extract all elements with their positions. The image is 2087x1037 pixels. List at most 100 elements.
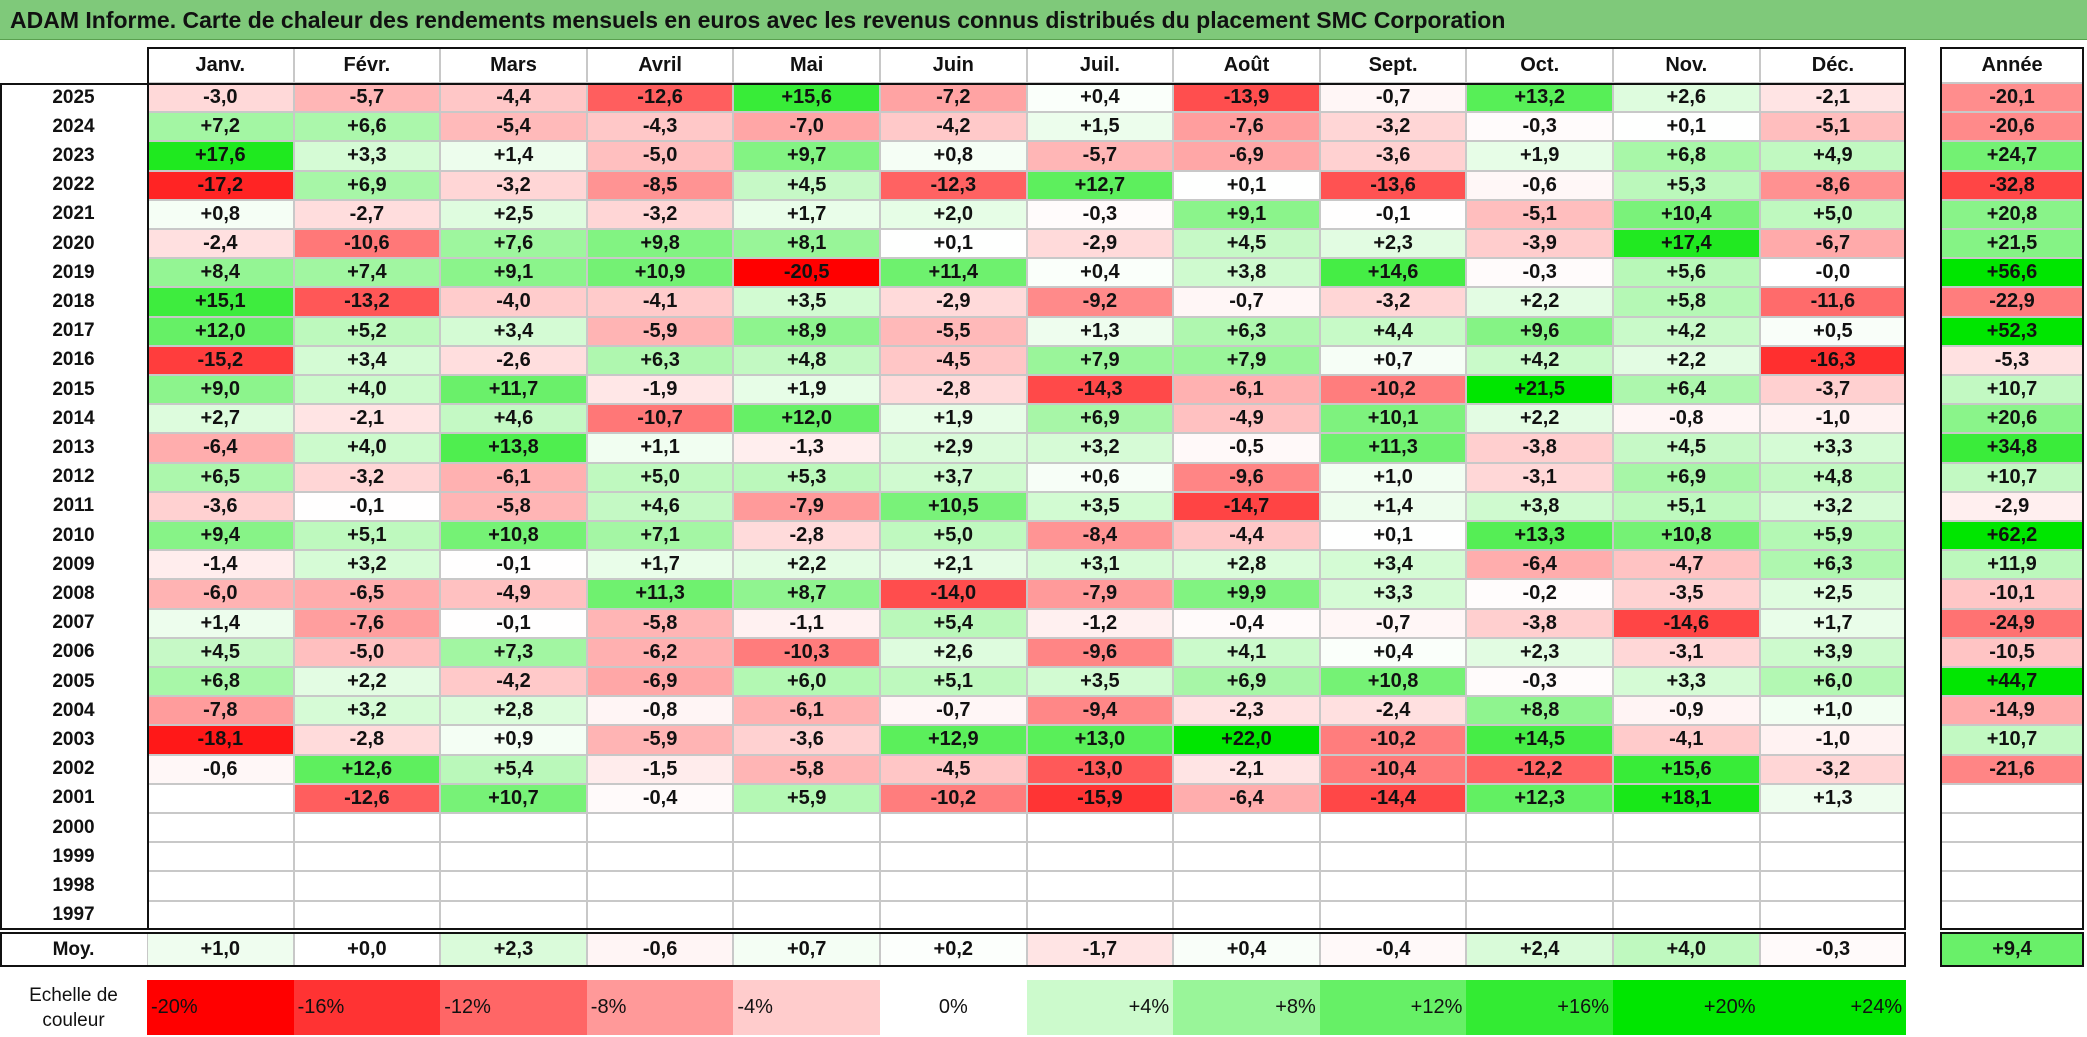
heatmap-cell bbox=[1613, 842, 1760, 872]
heatmap-cell: -5,0 bbox=[293, 637, 441, 667]
heatmap-cell: +9,1 bbox=[440, 258, 587, 288]
heatmap-cell: -9,6 bbox=[1026, 637, 1174, 667]
heatmap-cell: -9,6 bbox=[1173, 462, 1320, 492]
heatmap-cell bbox=[440, 871, 587, 901]
heatmap-cell: +13,0 bbox=[1026, 725, 1174, 755]
year-label: 2008 bbox=[0, 579, 147, 609]
heatmap-cell: +5,0 bbox=[880, 521, 1027, 551]
heatmap-cell: +3,4 bbox=[1319, 550, 1467, 580]
heatmap-cell: +17,6 bbox=[147, 141, 294, 171]
heatmap-cell: +4,6 bbox=[586, 491, 734, 521]
heatmap-cell: -0,3 bbox=[1466, 112, 1613, 142]
annual-cell: +10,7 bbox=[1940, 462, 2084, 492]
scale-swatch: +4% bbox=[1026, 980, 1174, 1035]
heatmap-cell: -15,2 bbox=[147, 345, 294, 375]
heatmap-cell: +2,2 bbox=[1613, 345, 1760, 375]
heatmap-cell bbox=[147, 871, 294, 901]
heatmap-cell bbox=[880, 871, 1027, 901]
heatmap-cell: +0,4 bbox=[1026, 83, 1174, 113]
year-label: 2017 bbox=[0, 316, 147, 346]
heatmap-cell: -10,4 bbox=[1319, 754, 1467, 784]
heatmap-cell: -20,5 bbox=[733, 258, 880, 288]
heatmap-cell: -2,6 bbox=[440, 345, 587, 375]
heatmap-cell: +1,7 bbox=[733, 199, 880, 229]
heatmap-cell: -2,8 bbox=[733, 521, 880, 551]
heatmap-cell bbox=[733, 871, 880, 901]
heatmap-cell: +18,1 bbox=[1613, 783, 1760, 813]
heatmap-cell: -0,2 bbox=[1466, 579, 1613, 609]
heatmap-cell: +1,4 bbox=[440, 141, 587, 171]
heatmap-cell: +1,0 bbox=[1319, 462, 1467, 492]
year-label: 1999 bbox=[0, 842, 147, 872]
heatmap-cell: -0,6 bbox=[147, 754, 294, 784]
heatmap-cell: -3,2 bbox=[1319, 112, 1467, 142]
heatmap-cell: -5,1 bbox=[1759, 112, 1907, 142]
heatmap-cell: +4,9 bbox=[1759, 141, 1907, 171]
heatmap-cell: -0,0 bbox=[1759, 258, 1907, 288]
heatmap-cell: -0,7 bbox=[1173, 287, 1320, 317]
heatmap-cell bbox=[1319, 813, 1467, 843]
heatmap-cell: -0,6 bbox=[1466, 170, 1613, 200]
heatmap-cell: +4,0 bbox=[293, 433, 441, 463]
heatmap-cell: +6,8 bbox=[1613, 141, 1760, 171]
annual-cell: +20,6 bbox=[1940, 404, 2084, 434]
heatmap-cell bbox=[147, 813, 294, 843]
annual-cell: -5,3 bbox=[1940, 345, 2084, 375]
heatmap-cell bbox=[1173, 871, 1320, 901]
heatmap-cell: +3,5 bbox=[1026, 491, 1174, 521]
heatmap-cell: +0,7 bbox=[1319, 345, 1467, 375]
heatmap-cell: -5,4 bbox=[440, 112, 587, 142]
heatmap-cell: -1,0 bbox=[1759, 725, 1907, 755]
heatmap-cell: -2,8 bbox=[880, 375, 1027, 405]
heatmap-cell: +5,9 bbox=[733, 783, 880, 813]
year-label: 2014 bbox=[0, 404, 147, 434]
avg-cell: +2,4 bbox=[1466, 932, 1613, 967]
heatmap-cell: -4,3 bbox=[586, 112, 734, 142]
heatmap-cell: +2,1 bbox=[880, 550, 1027, 580]
heatmap-cell: -1,1 bbox=[733, 608, 880, 638]
heatmap-cell bbox=[733, 813, 880, 843]
heatmap-cell: +12,7 bbox=[1026, 170, 1174, 200]
heatmap-cell: -5,8 bbox=[440, 491, 587, 521]
heatmap-cell: +9,8 bbox=[586, 229, 734, 259]
annual-cell bbox=[1940, 871, 2084, 901]
heatmap-cell: -3,9 bbox=[1466, 229, 1613, 259]
heatmap-cell: +3,4 bbox=[440, 316, 587, 346]
month-header: Juin bbox=[880, 47, 1027, 83]
month-header: Sept. bbox=[1319, 47, 1467, 83]
heatmap-cell: +1,0 bbox=[1759, 696, 1907, 726]
heatmap-cell: +6,8 bbox=[147, 667, 294, 697]
annual-cell bbox=[1940, 783, 2084, 813]
heatmap-cell: +3,8 bbox=[1466, 491, 1613, 521]
heatmap-cell: +6,0 bbox=[1759, 667, 1907, 697]
heatmap-cell: +9,1 bbox=[1173, 199, 1320, 229]
scale-swatch: -20% bbox=[147, 980, 294, 1035]
heatmap-cell: -13,9 bbox=[1173, 83, 1320, 113]
heatmap-cell: -3,6 bbox=[147, 491, 294, 521]
heatmap-cell: -7,6 bbox=[1173, 112, 1320, 142]
heatmap-cell: +15,1 bbox=[147, 287, 294, 317]
heatmap-cell: +11,4 bbox=[880, 258, 1027, 288]
heatmap-cell: -3,2 bbox=[1319, 287, 1467, 317]
heatmap-cell: +7,9 bbox=[1026, 345, 1174, 375]
heatmap-cell: -3,5 bbox=[1613, 579, 1760, 609]
heatmap-cell: +4,2 bbox=[1466, 345, 1613, 375]
annual-cell bbox=[1940, 842, 2084, 872]
heatmap-cell: +3,5 bbox=[733, 287, 880, 317]
heatmap-cell: -9,4 bbox=[1026, 696, 1174, 726]
year-label: 2023 bbox=[0, 141, 147, 171]
heatmap-cell: -8,5 bbox=[586, 170, 734, 200]
avg-cell: +0,2 bbox=[880, 932, 1027, 967]
heatmap-cell: +6,9 bbox=[1026, 404, 1174, 434]
heatmap-cell: -0,4 bbox=[586, 783, 734, 813]
heatmap-cell: -10,6 bbox=[293, 229, 441, 259]
heatmap-cell: +5,8 bbox=[1613, 287, 1760, 317]
heatmap-cell: +2,5 bbox=[1759, 579, 1907, 609]
heatmap-cell bbox=[440, 813, 587, 843]
heatmap-cell: -3,2 bbox=[586, 199, 734, 229]
month-header: Août bbox=[1173, 47, 1320, 83]
scale-swatch: -8% bbox=[586, 980, 734, 1035]
annual-cell: +21,5 bbox=[1940, 229, 2084, 259]
heatmap-cell bbox=[293, 813, 441, 843]
heatmap-cell: +1,3 bbox=[1026, 316, 1174, 346]
